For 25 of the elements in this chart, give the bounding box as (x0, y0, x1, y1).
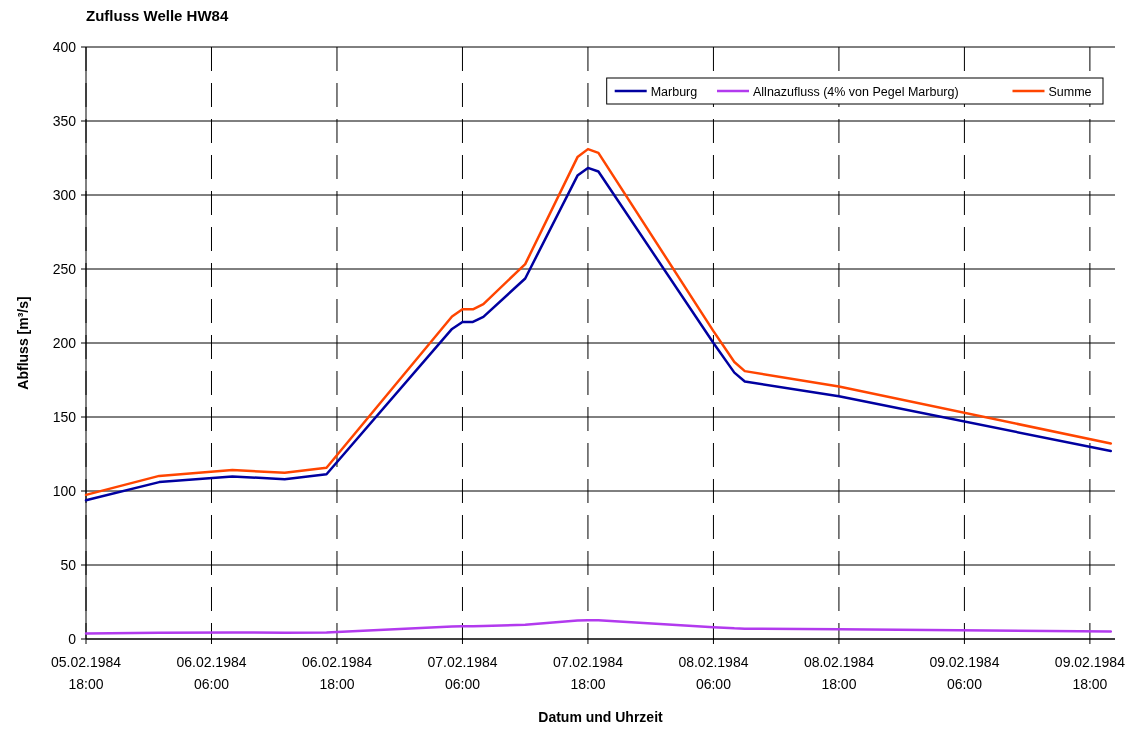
y-axis-title: Abfluss [m³/s] (15, 296, 31, 390)
y-tick-label: 0 (68, 631, 77, 647)
y-tick-label: 400 (52, 39, 77, 55)
legend-label: Marburg (650, 84, 698, 99)
legend-label: Summe (1048, 84, 1092, 99)
x-tick-label: 09.02.1984 06:00 (929, 654, 1000, 692)
y-tick-label: 100 (52, 483, 77, 499)
y-tick-label: 350 (52, 113, 77, 129)
y-tick-label: 200 (52, 335, 77, 351)
line-series (84, 618, 1113, 635)
y-tick-label: 300 (52, 187, 77, 203)
y-tick-label: 250 (52, 261, 77, 277)
x-tick-label: 06.02.1984 06:00 (176, 654, 247, 692)
x-tick-label: 07.02.1984 06:00 (427, 654, 498, 692)
x-tick-label: 07.02.1984 18:00 (552, 654, 624, 692)
x-tick-label: 06.02.1984 18:00 (301, 654, 373, 692)
legend-label: Allnazufluss (4% von Pegel Marburg) (753, 84, 959, 99)
x-tick-label: 08.02.1984 18:00 (803, 654, 875, 692)
chart-title: Zufluss Welle HW84 (86, 7, 229, 24)
y-tick-label: 50 (60, 557, 77, 573)
x-tick-label: 05.02.1984 18:00 (50, 654, 122, 692)
x-tick-label: 09.02.1984 18:00 (1054, 654, 1126, 692)
x-axis-title: Datum und Uhrzeit (538, 709, 664, 725)
y-tick-label: 150 (52, 409, 77, 425)
x-tick-label: 08.02.1984 06:00 (678, 654, 749, 692)
